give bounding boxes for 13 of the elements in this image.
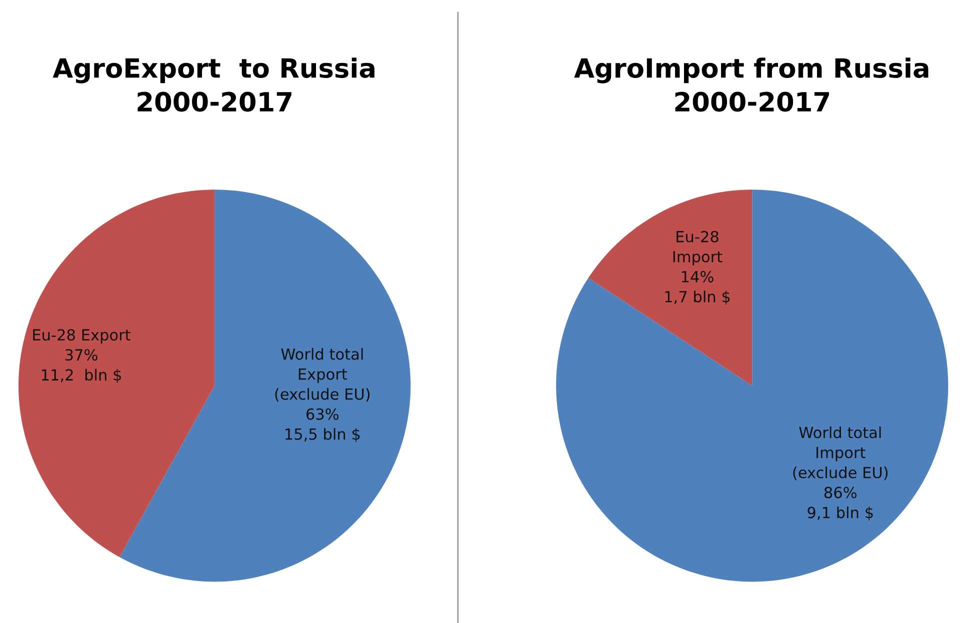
data-label: 14% 1,7 bln $ — [665, 270, 730, 304]
data-label: 63% 15,5 bln $ — [286, 408, 360, 442]
chart-title: AgroImport from Russia 2000-2017 — [574, 58, 928, 112]
data-label: 86% 9,1 bln $ — [808, 486, 873, 520]
slice-label: Eu-28 Export — [33, 329, 130, 344]
pie-slice — [588, 190, 752, 386]
slice-label: World total Import (exclude EU) — [793, 426, 888, 480]
data-label: 37% 11,2 bln $ — [42, 349, 121, 383]
slice-label: World total Export (exclude EU) — [275, 348, 370, 402]
slice-label: Eu-28 Import — [673, 230, 722, 266]
chart-title: AgroExport to Russia 2000-2017 — [52, 58, 374, 112]
pie-slice — [18, 190, 215, 558]
pie-slice — [556, 190, 948, 582]
